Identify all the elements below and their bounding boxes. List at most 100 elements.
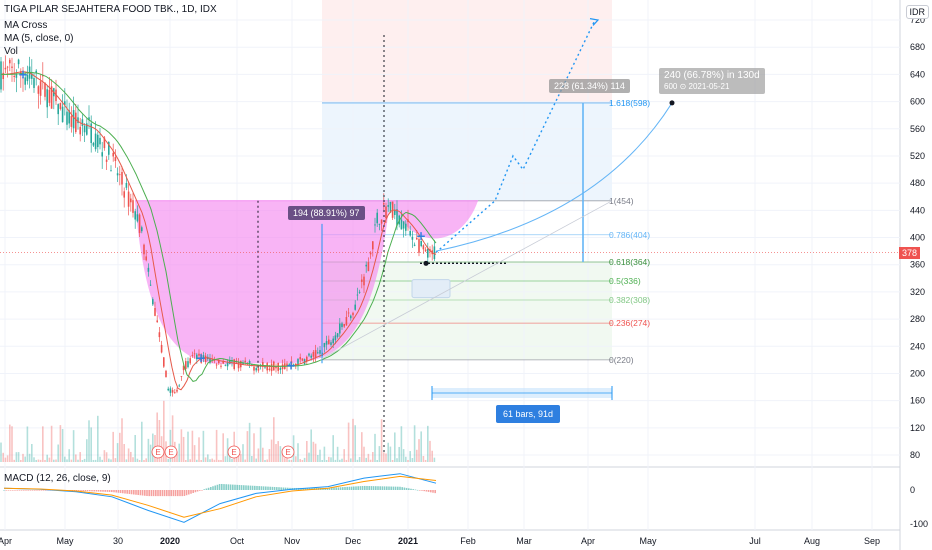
volume-bar: [92, 459, 95, 462]
macd-histogram-bar: [201, 490, 203, 491]
volume-bar: [277, 441, 279, 462]
macd-histogram-bar: [144, 490, 146, 496]
volume-bar: [222, 433, 224, 462]
volume-bar: [42, 426, 44, 462]
macd-histogram-bar: [401, 487, 403, 490]
candle-body: [178, 385, 180, 387]
macd-histogram-bar: [403, 487, 406, 490]
y-tick-label: 160: [910, 396, 925, 406]
macd-histogram-bar: [157, 490, 159, 497]
candle-body: [70, 116, 73, 127]
macd-legend[interactable]: MACD (12, 26, close, 9): [4, 473, 111, 484]
volume-bar: [268, 449, 271, 462]
candle-body: [138, 214, 141, 233]
cup-depth-label: 194 (88.91%) 97: [288, 206, 365, 220]
candle-body: [59, 102, 62, 109]
candle-body: [411, 236, 414, 240]
macd-histogram-bar: [306, 487, 309, 490]
candle-body: [372, 241, 374, 250]
volume-bar: [354, 425, 356, 462]
candle-body: [92, 142, 95, 146]
candle-body: [75, 112, 77, 133]
volume-bar: [88, 420, 90, 462]
y-tick-label: 240: [910, 341, 925, 351]
target-label-line1: 240 (66.78%) in 130d: [664, 70, 760, 81]
candle-body: [189, 358, 191, 364]
volume-bar: [358, 457, 361, 462]
volume-legend[interactable]: Vol: [4, 46, 18, 57]
volume-bar: [405, 456, 407, 462]
ma-cross-legend[interactable]: MA Cross: [4, 20, 48, 31]
fib-label: 0.618(364): [609, 257, 650, 267]
macd-histogram-bar: [104, 490, 106, 492]
macd-histogram-bar: [236, 484, 238, 490]
macd-histogram-bar: [31, 490, 34, 491]
x-tick-label: May: [56, 536, 74, 546]
volume-bar: [141, 421, 143, 462]
candle-body: [180, 376, 183, 377]
candle-body: [369, 252, 372, 255]
volume-bar: [303, 457, 306, 462]
volume-bar: [123, 444, 125, 462]
fib-zone-blue: [322, 102, 612, 201]
volume-bar: [321, 459, 323, 462]
volume-bar: [255, 458, 257, 462]
macd-histogram-bar: [386, 486, 388, 490]
macd-histogram-bar: [14, 490, 16, 491]
candle-body: [352, 312, 354, 316]
handle-shape: [390, 200, 478, 239]
macd-histogram-bar: [353, 486, 355, 490]
volume-bar: [200, 459, 202, 462]
earnings-icon: [151, 445, 165, 459]
volume-bar: [77, 459, 79, 462]
macd-histogram-bar: [370, 486, 373, 490]
volume-bar: [339, 459, 341, 462]
candle-body: [2, 72, 4, 80]
macd-histogram-bar: [170, 490, 172, 497]
x-tick-label: 2020: [160, 536, 180, 546]
candle-body: [347, 312, 350, 314]
macd-histogram-bar: [97, 490, 100, 492]
macd-histogram-bar: [245, 485, 247, 490]
macd-histogram-bar: [190, 490, 192, 494]
macd-histogram-bar: [278, 487, 280, 490]
candle-body: [64, 101, 66, 105]
macd-histogram-bar: [247, 485, 249, 490]
candle-body: [409, 230, 411, 236]
y-tick-label: 200: [910, 368, 925, 378]
volume-bar: [281, 449, 284, 462]
y-tick-label: 680: [910, 42, 925, 52]
y-tick-label: 280: [910, 314, 925, 324]
volume-bar: [81, 459, 84, 462]
macd-histogram-bar: [267, 486, 269, 490]
macd-histogram-bar: [423, 490, 425, 492]
candle-body: [116, 173, 119, 176]
candle-body: [97, 134, 99, 148]
macd-histogram-bar: [29, 490, 32, 491]
candle-body: [253, 366, 255, 371]
candle-body: [213, 360, 216, 361]
macd-histogram-bar: [207, 487, 210, 490]
volume-bar: [334, 459, 337, 462]
macd-histogram-bar: [122, 490, 124, 494]
volume-bar: [352, 418, 354, 462]
candle-body: [68, 110, 70, 124]
volume-bar: [145, 458, 147, 462]
candle-body: [242, 363, 244, 365]
volume-bar: [391, 459, 394, 462]
ma-legend[interactable]: MA (5, close, 0): [4, 33, 74, 44]
volume-bar: [422, 455, 425, 462]
volume-bar: [15, 452, 18, 462]
currency-button[interactable]: IDR: [905, 5, 929, 19]
volume-bar: [167, 458, 169, 462]
macd-histogram-bar: [397, 486, 399, 490]
candle-body: [48, 89, 51, 103]
macd-histogram-bar: [196, 490, 199, 492]
macd-histogram-bar: [73, 490, 76, 491]
signal-line: [3, 475, 437, 518]
fib-label: 0.382(308): [609, 295, 650, 305]
macd-histogram-bar: [168, 490, 170, 497]
y-tick-label: 400: [910, 233, 925, 243]
candle-body: [306, 356, 308, 362]
